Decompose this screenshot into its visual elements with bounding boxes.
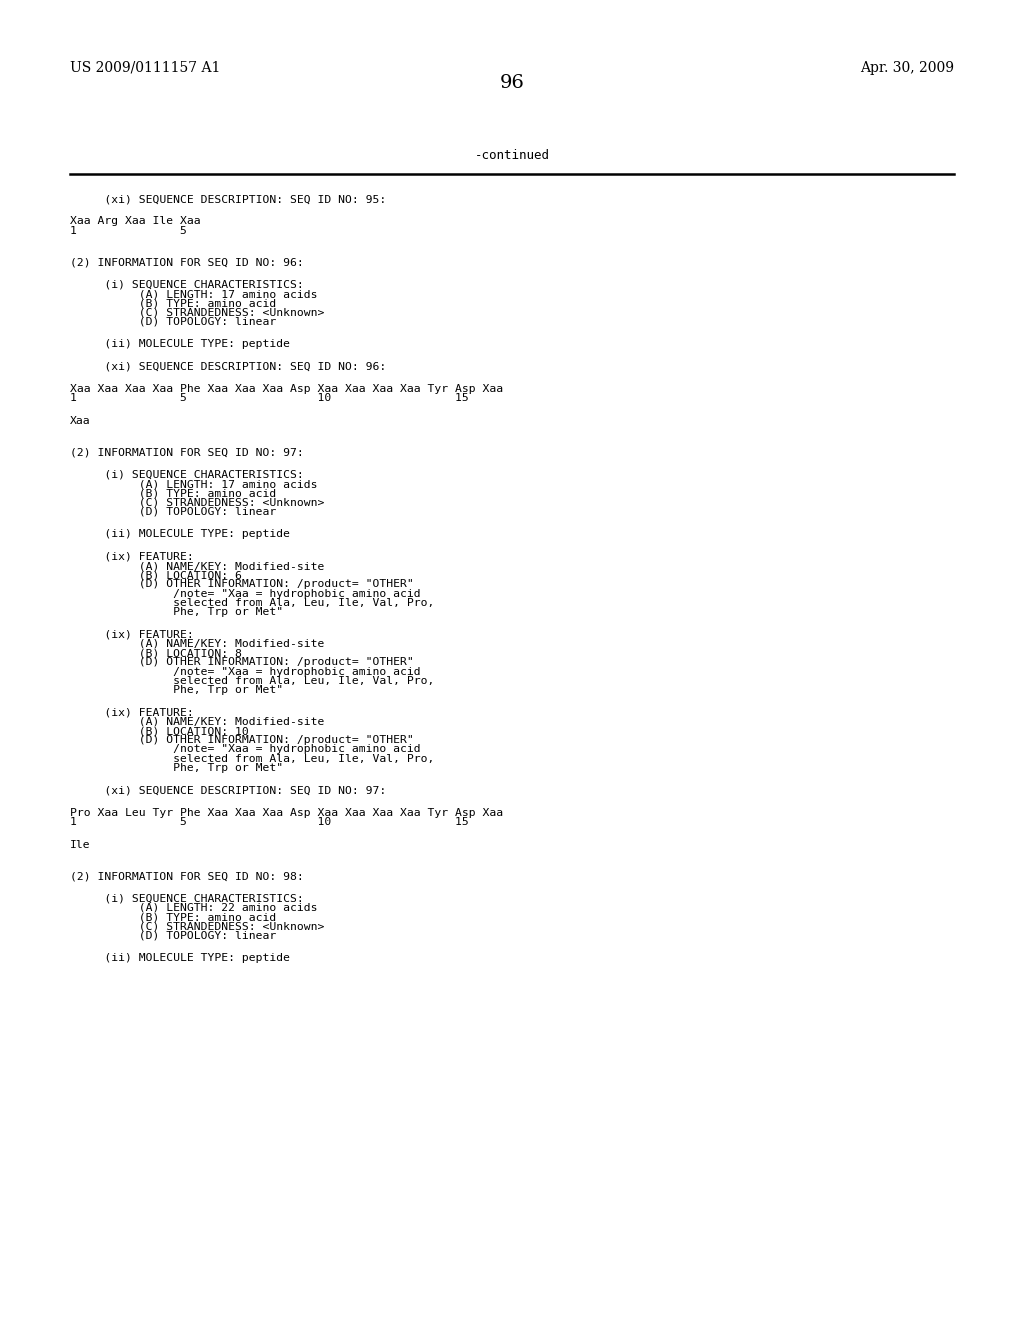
Text: Apr. 30, 2009: Apr. 30, 2009 (860, 61, 954, 75)
Text: Phe, Trp or Met": Phe, Trp or Met" (70, 685, 283, 696)
Text: (D) TOPOLOGY: linear: (D) TOPOLOGY: linear (70, 931, 275, 941)
Text: (A) NAME/KEY: Modified-site: (A) NAME/KEY: Modified-site (70, 639, 324, 649)
Text: (B) LOCATION: 6: (B) LOCATION: 6 (70, 570, 242, 581)
Text: 1               5: 1 5 (70, 226, 186, 236)
Text: 1               5                   10                  15: 1 5 10 15 (70, 393, 468, 404)
Text: 1               5                   10                  15: 1 5 10 15 (70, 817, 468, 828)
Text: selected from Ala, Leu, Ile, Val, Pro,: selected from Ala, Leu, Ile, Val, Pro, (70, 754, 434, 764)
Text: (xi) SEQUENCE DESCRIPTION: SEQ ID NO: 95:: (xi) SEQUENCE DESCRIPTION: SEQ ID NO: 95… (70, 194, 386, 205)
Text: (xi) SEQUENCE DESCRIPTION: SEQ ID NO: 96:: (xi) SEQUENCE DESCRIPTION: SEQ ID NO: 96… (70, 362, 386, 372)
Text: (xi) SEQUENCE DESCRIPTION: SEQ ID NO: 97:: (xi) SEQUENCE DESCRIPTION: SEQ ID NO: 97… (70, 785, 386, 796)
Text: Phe, Trp or Met": Phe, Trp or Met" (70, 763, 283, 774)
Text: (A) LENGTH: 17 amino acids: (A) LENGTH: 17 amino acids (70, 479, 317, 490)
Text: (2) INFORMATION FOR SEQ ID NO: 96:: (2) INFORMATION FOR SEQ ID NO: 96: (70, 257, 303, 268)
Text: selected from Ala, Leu, Ile, Val, Pro,: selected from Ala, Leu, Ile, Val, Pro, (70, 598, 434, 609)
Text: /note= "Xaa = hydrophobic amino acid: /note= "Xaa = hydrophobic amino acid (70, 589, 420, 599)
Text: (B) TYPE: amino acid: (B) TYPE: amino acid (70, 488, 275, 499)
Text: US 2009/0111157 A1: US 2009/0111157 A1 (70, 61, 220, 75)
Text: (B) TYPE: amino acid: (B) TYPE: amino acid (70, 298, 275, 309)
Text: (ix) FEATURE:: (ix) FEATURE: (70, 630, 194, 640)
Text: Phe, Trp or Met": Phe, Trp or Met" (70, 607, 283, 618)
Text: (i) SEQUENCE CHARACTERISTICS:: (i) SEQUENCE CHARACTERISTICS: (70, 894, 303, 904)
Text: (i) SEQUENCE CHARACTERISTICS:: (i) SEQUENCE CHARACTERISTICS: (70, 280, 303, 290)
Text: (A) LENGTH: 17 amino acids: (A) LENGTH: 17 amino acids (70, 289, 317, 300)
Text: (C) STRANDEDNESS: <Unknown>: (C) STRANDEDNESS: <Unknown> (70, 921, 324, 932)
Text: Xaa Arg Xaa Ile Xaa: Xaa Arg Xaa Ile Xaa (70, 216, 201, 227)
Text: (A) LENGTH: 22 amino acids: (A) LENGTH: 22 amino acids (70, 903, 317, 913)
Text: (B) LOCATION: 8: (B) LOCATION: 8 (70, 648, 242, 659)
Text: (D) TOPOLOGY: linear: (D) TOPOLOGY: linear (70, 317, 275, 327)
Text: (ii) MOLECULE TYPE: peptide: (ii) MOLECULE TYPE: peptide (70, 529, 290, 540)
Text: (ii) MOLECULE TYPE: peptide: (ii) MOLECULE TYPE: peptide (70, 339, 290, 350)
Text: (ii) MOLECULE TYPE: peptide: (ii) MOLECULE TYPE: peptide (70, 953, 290, 964)
Text: /note= "Xaa = hydrophobic amino acid: /note= "Xaa = hydrophobic amino acid (70, 744, 420, 755)
Text: selected from Ala, Leu, Ile, Val, Pro,: selected from Ala, Leu, Ile, Val, Pro, (70, 676, 434, 686)
Text: Xaa Xaa Xaa Xaa Phe Xaa Xaa Xaa Asp Xaa Xaa Xaa Xaa Tyr Asp Xaa: Xaa Xaa Xaa Xaa Phe Xaa Xaa Xaa Asp Xaa … (70, 384, 503, 395)
Text: (D) OTHER INFORMATION: /product= "OTHER": (D) OTHER INFORMATION: /product= "OTHER" (70, 657, 414, 668)
Text: (2) INFORMATION FOR SEQ ID NO: 97:: (2) INFORMATION FOR SEQ ID NO: 97: (70, 447, 303, 458)
Text: (2) INFORMATION FOR SEQ ID NO: 98:: (2) INFORMATION FOR SEQ ID NO: 98: (70, 871, 303, 882)
Text: (ix) FEATURE:: (ix) FEATURE: (70, 552, 194, 562)
Text: Ile: Ile (70, 840, 90, 850)
Text: 96: 96 (500, 74, 524, 92)
Text: (C) STRANDEDNESS: <Unknown>: (C) STRANDEDNESS: <Unknown> (70, 308, 324, 318)
Text: (B) TYPE: amino acid: (B) TYPE: amino acid (70, 912, 275, 923)
Text: (i) SEQUENCE CHARACTERISTICS:: (i) SEQUENCE CHARACTERISTICS: (70, 470, 303, 480)
Text: Pro Xaa Leu Tyr Phe Xaa Xaa Xaa Asp Xaa Xaa Xaa Xaa Tyr Asp Xaa: Pro Xaa Leu Tyr Phe Xaa Xaa Xaa Asp Xaa … (70, 808, 503, 818)
Text: (D) OTHER INFORMATION: /product= "OTHER": (D) OTHER INFORMATION: /product= "OTHER" (70, 579, 414, 590)
Text: (A) NAME/KEY: Modified-site: (A) NAME/KEY: Modified-site (70, 561, 324, 572)
Text: (B) LOCATION: 10: (B) LOCATION: 10 (70, 726, 249, 737)
Text: (D) TOPOLOGY: linear: (D) TOPOLOGY: linear (70, 507, 275, 517)
Text: /note= "Xaa = hydrophobic amino acid: /note= "Xaa = hydrophobic amino acid (70, 667, 420, 677)
Text: (ix) FEATURE:: (ix) FEATURE: (70, 708, 194, 718)
Text: -continued: -continued (474, 149, 550, 162)
Text: (C) STRANDEDNESS: <Unknown>: (C) STRANDEDNESS: <Unknown> (70, 498, 324, 508)
Text: (D) OTHER INFORMATION: /product= "OTHER": (D) OTHER INFORMATION: /product= "OTHER" (70, 735, 414, 746)
Text: Xaa: Xaa (70, 416, 90, 426)
Text: (A) NAME/KEY: Modified-site: (A) NAME/KEY: Modified-site (70, 717, 324, 727)
